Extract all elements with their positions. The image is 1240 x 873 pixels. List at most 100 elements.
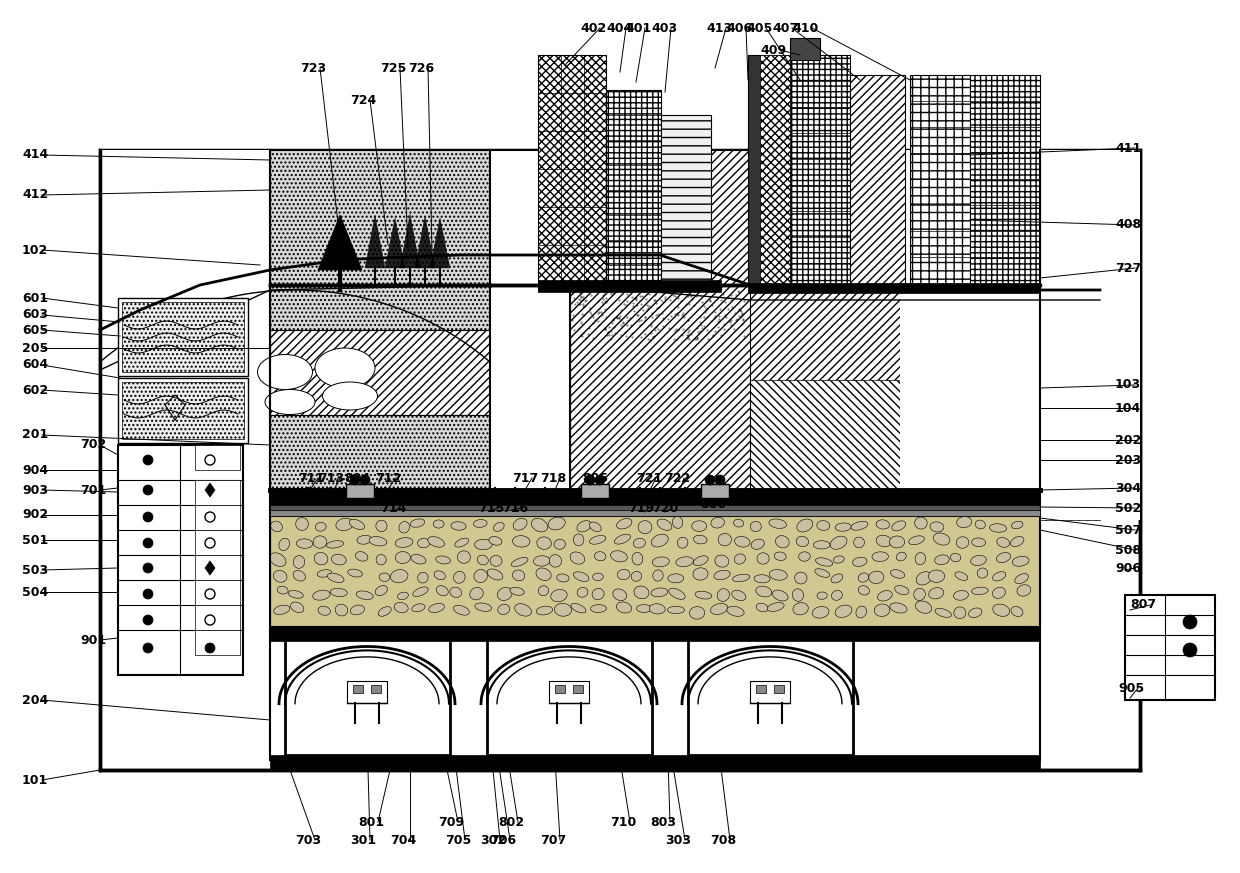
Ellipse shape: [433, 520, 444, 528]
Ellipse shape: [889, 536, 905, 548]
Ellipse shape: [315, 348, 374, 388]
Ellipse shape: [890, 603, 906, 613]
Ellipse shape: [929, 588, 944, 599]
Text: 727: 727: [1115, 262, 1141, 274]
Ellipse shape: [874, 604, 890, 616]
Ellipse shape: [428, 537, 444, 547]
Ellipse shape: [750, 521, 761, 532]
Circle shape: [143, 615, 153, 625]
Bar: [750, 380, 1100, 500]
Circle shape: [205, 512, 215, 522]
Ellipse shape: [853, 557, 867, 567]
Ellipse shape: [796, 536, 808, 546]
Text: 902: 902: [22, 508, 48, 521]
Ellipse shape: [269, 553, 286, 567]
Ellipse shape: [1012, 521, 1023, 529]
Ellipse shape: [512, 536, 529, 547]
Ellipse shape: [327, 574, 343, 582]
Ellipse shape: [548, 517, 565, 530]
Bar: [195, 505, 241, 530]
Bar: [549, 681, 589, 703]
Ellipse shape: [993, 604, 1009, 616]
Ellipse shape: [399, 521, 409, 533]
Ellipse shape: [455, 538, 469, 547]
Ellipse shape: [554, 540, 565, 549]
Ellipse shape: [577, 520, 591, 532]
Ellipse shape: [418, 573, 428, 583]
Ellipse shape: [817, 520, 830, 531]
Ellipse shape: [997, 553, 1011, 562]
Text: 724: 724: [350, 93, 376, 107]
Text: 906: 906: [1115, 561, 1141, 574]
Bar: [122, 382, 244, 439]
Bar: [1125, 595, 1215, 700]
Ellipse shape: [376, 586, 387, 595]
Ellipse shape: [878, 591, 893, 601]
Polygon shape: [317, 215, 362, 270]
Text: 715: 715: [477, 501, 505, 514]
Bar: [100, 150, 1140, 770]
Bar: [900, 150, 1140, 520]
Bar: [347, 681, 387, 703]
Bar: [270, 505, 1040, 510]
Text: 401: 401: [625, 22, 651, 35]
Ellipse shape: [317, 570, 332, 577]
Ellipse shape: [475, 540, 492, 550]
Text: 901: 901: [81, 634, 107, 647]
Ellipse shape: [590, 605, 606, 613]
Bar: [774, 685, 784, 693]
Text: 404: 404: [606, 22, 632, 35]
Bar: [118, 378, 248, 443]
Ellipse shape: [474, 569, 487, 582]
Ellipse shape: [950, 553, 961, 561]
Text: 205: 205: [22, 341, 48, 354]
Bar: [195, 605, 241, 630]
Ellipse shape: [634, 539, 645, 548]
Ellipse shape: [551, 589, 567, 601]
Ellipse shape: [536, 606, 553, 615]
Text: 705: 705: [445, 834, 471, 847]
Text: 801: 801: [358, 815, 384, 828]
Circle shape: [715, 475, 725, 485]
Text: 601: 601: [22, 292, 48, 305]
Text: 714: 714: [379, 501, 407, 514]
Bar: [122, 302, 244, 372]
Ellipse shape: [668, 588, 686, 600]
Ellipse shape: [394, 602, 408, 613]
Bar: [750, 150, 1100, 520]
Ellipse shape: [450, 587, 461, 597]
Ellipse shape: [652, 570, 663, 581]
Ellipse shape: [570, 552, 585, 564]
Bar: [538, 55, 606, 290]
Text: 716: 716: [502, 501, 528, 514]
Ellipse shape: [858, 573, 869, 582]
Ellipse shape: [652, 557, 670, 567]
Ellipse shape: [751, 540, 764, 549]
Ellipse shape: [851, 521, 868, 530]
Ellipse shape: [429, 603, 444, 613]
Bar: [970, 75, 1040, 285]
Bar: [748, 55, 790, 285]
Ellipse shape: [412, 604, 425, 612]
Text: 718: 718: [539, 471, 567, 485]
Ellipse shape: [727, 607, 744, 616]
Bar: [490, 150, 570, 500]
Circle shape: [1183, 643, 1197, 657]
Ellipse shape: [573, 572, 589, 581]
Circle shape: [706, 475, 715, 485]
Bar: [487, 641, 652, 755]
Ellipse shape: [869, 571, 884, 583]
Text: 710: 710: [610, 815, 636, 828]
Text: 502: 502: [1115, 501, 1141, 514]
Ellipse shape: [513, 519, 527, 530]
Circle shape: [585, 475, 595, 485]
Ellipse shape: [833, 556, 844, 563]
Text: 726: 726: [408, 61, 434, 74]
Text: 725: 725: [379, 61, 407, 74]
Text: 905: 905: [1118, 682, 1145, 695]
Bar: [790, 38, 820, 60]
Text: 723: 723: [300, 61, 326, 74]
Text: 602: 602: [22, 383, 48, 396]
Ellipse shape: [531, 519, 548, 532]
Ellipse shape: [954, 607, 966, 619]
